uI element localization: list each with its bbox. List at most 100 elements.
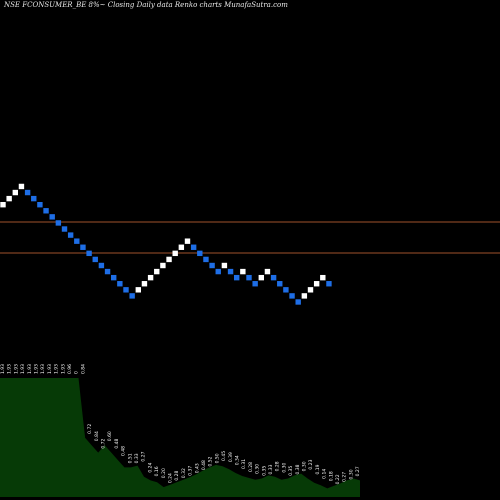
volume-label: 0.24 (147, 462, 153, 472)
renko-brick (18, 183, 25, 190)
renko-brick (92, 256, 98, 263)
volume-label: 0.51 (127, 453, 133, 463)
renko-brick (49, 214, 55, 220)
renko-brick (178, 244, 185, 250)
volume-label: 0.24 (168, 473, 174, 483)
volume-label: 0.43 (194, 463, 200, 473)
renko-brick (117, 281, 123, 287)
renko-brick (246, 274, 252, 281)
renko-brick (74, 238, 80, 244)
volume-label: 0.52 (208, 456, 214, 466)
renko-brick (234, 274, 240, 281)
volume-label: 1.93 (27, 364, 33, 374)
renko-brick (111, 274, 117, 281)
volume-label: 0.27 (342, 472, 348, 482)
renko-brick (172, 250, 178, 257)
volume-label: 0.38 (295, 464, 301, 474)
volume-label: 0.34 (235, 455, 241, 465)
renko-brick (43, 208, 49, 214)
volume-label: 1.93 (20, 364, 26, 374)
volume-label: 1.93 (34, 364, 40, 374)
volume-label: 0.32 (181, 468, 187, 478)
renko-brick (104, 268, 111, 275)
renko-brick (67, 232, 74, 238)
volume-label: 0.22 (335, 474, 341, 484)
volume-label: 1.93 (0, 364, 6, 374)
volume-label: 0.39 (228, 452, 234, 462)
volume-label: 1.93 (60, 364, 66, 374)
renko-brick (258, 274, 264, 281)
renko-brick (326, 281, 332, 287)
renko-brick (252, 281, 258, 287)
renko-brick (190, 244, 197, 250)
renko-brick (215, 268, 221, 275)
renko-brick (86, 250, 92, 257)
renko-brick (80, 244, 86, 250)
volume-label: 0.48 (121, 446, 127, 456)
renko-brick (0, 202, 6, 208)
volume-label: 0.20 (161, 468, 167, 478)
renko-brick (24, 189, 31, 196)
renko-brick (221, 262, 228, 269)
volume-label: 0.84 (80, 364, 86, 374)
renko-brick (166, 256, 172, 263)
volume-label: 0.19 (315, 464, 321, 474)
volume-label: 1.93 (54, 364, 60, 374)
renko-brick (61, 226, 68, 232)
renko-brick (307, 287, 314, 293)
volume-label: 0.18 (328, 471, 334, 481)
volume-label: 1.93 (7, 364, 13, 374)
renko-brick (227, 268, 234, 275)
volume-label: 0.96 (67, 364, 73, 374)
renko-brick (313, 281, 320, 287)
renko-brick (197, 250, 203, 257)
volume-label: 0.28 (174, 471, 180, 481)
volume-label: 1.93 (13, 364, 19, 374)
renko-brick (160, 262, 166, 269)
renko-brick (147, 274, 154, 281)
renko-brick (154, 268, 160, 275)
volume-label: 0.16 (154, 466, 160, 476)
volume-label: 1.93 (40, 364, 46, 374)
renko-brick (141, 281, 148, 287)
volume-label: 0.48 (114, 438, 120, 448)
volume-label: 0.27 (355, 466, 361, 476)
renko-brick (209, 262, 215, 269)
renko-brick (283, 287, 289, 293)
renko-brick (277, 281, 283, 287)
renko-brick (295, 299, 301, 305)
volume-label: 0.30 (302, 461, 308, 471)
renko-brick (12, 189, 18, 196)
volume-label: 0.60 (107, 431, 113, 441)
renko-brick (203, 256, 209, 263)
volume-label: 0.23 (308, 459, 314, 469)
volume-label: 0.84 (94, 431, 100, 441)
renko-brick (289, 293, 295, 299)
volume-label: 0.35 (288, 466, 294, 476)
volume-area (0, 378, 360, 497)
volume-label: 0.48 (201, 460, 207, 470)
volume-label: 0.33 (268, 464, 274, 474)
volume-label: 0.14 (322, 469, 328, 479)
volume-label: 0.72 (101, 438, 107, 448)
volume-label: 0.31 (241, 459, 247, 469)
renko-brick (320, 274, 326, 281)
chart-title: NSE FCONSUMER_BE 8%~ Closing Daily data … (4, 1, 288, 9)
volume-label: 0.35 (261, 466, 267, 476)
renko-brick (135, 287, 141, 293)
renko-brick (98, 262, 105, 269)
renko-brick (31, 195, 37, 202)
volume-label: 0.37 (188, 466, 194, 476)
volume-label: 0 (74, 371, 80, 374)
volume-label: 0.28 (275, 461, 281, 471)
renko-brick (240, 268, 246, 275)
renko-brick (37, 202, 43, 208)
renko-brick (301, 293, 308, 299)
volume-label: 0.27 (141, 451, 147, 461)
renko-brick (270, 274, 277, 281)
volume-label: 0.30 (255, 464, 261, 474)
renko-brick (6, 195, 12, 202)
volume-label: 0.72 (87, 424, 93, 434)
